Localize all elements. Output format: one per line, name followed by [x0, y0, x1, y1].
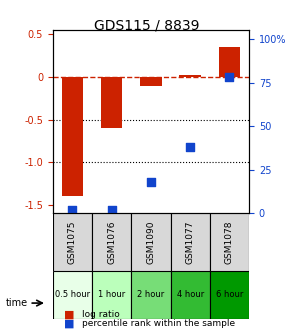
- Point: [188, 144, 193, 150]
- Bar: [101, 77, 122, 128]
- Text: ■: ■: [64, 318, 75, 328]
- FancyBboxPatch shape: [171, 213, 210, 270]
- Text: GSM1075: GSM1075: [68, 220, 77, 264]
- FancyBboxPatch shape: [92, 270, 131, 319]
- FancyBboxPatch shape: [131, 270, 171, 319]
- FancyBboxPatch shape: [53, 270, 92, 319]
- Text: 4 hour: 4 hour: [176, 290, 204, 299]
- FancyBboxPatch shape: [210, 270, 249, 319]
- Text: ■: ■: [64, 310, 75, 320]
- FancyBboxPatch shape: [171, 270, 210, 319]
- Text: log ratio: log ratio: [82, 310, 120, 319]
- Text: GSM1090: GSM1090: [146, 220, 155, 264]
- Text: time: time: [6, 298, 28, 308]
- Text: 0.5 hour: 0.5 hour: [55, 290, 90, 299]
- FancyBboxPatch shape: [92, 213, 131, 270]
- Point: [227, 75, 232, 80]
- Point: [70, 207, 75, 213]
- FancyBboxPatch shape: [210, 213, 249, 270]
- Text: GSM1078: GSM1078: [225, 220, 234, 264]
- Bar: [219, 47, 240, 77]
- Text: GSM1077: GSM1077: [186, 220, 195, 264]
- Bar: [62, 77, 83, 196]
- FancyBboxPatch shape: [131, 213, 171, 270]
- Bar: [140, 77, 162, 86]
- Point: [109, 207, 114, 213]
- Text: 1 hour: 1 hour: [98, 290, 125, 299]
- Text: 6 hour: 6 hour: [216, 290, 243, 299]
- Text: percentile rank within the sample: percentile rank within the sample: [82, 319, 235, 328]
- FancyBboxPatch shape: [53, 213, 92, 270]
- Point: [149, 179, 153, 185]
- Text: GSM1076: GSM1076: [107, 220, 116, 264]
- Bar: [179, 75, 201, 77]
- Text: 2 hour: 2 hour: [137, 290, 165, 299]
- Text: GDS115 / 8839: GDS115 / 8839: [94, 18, 199, 33]
